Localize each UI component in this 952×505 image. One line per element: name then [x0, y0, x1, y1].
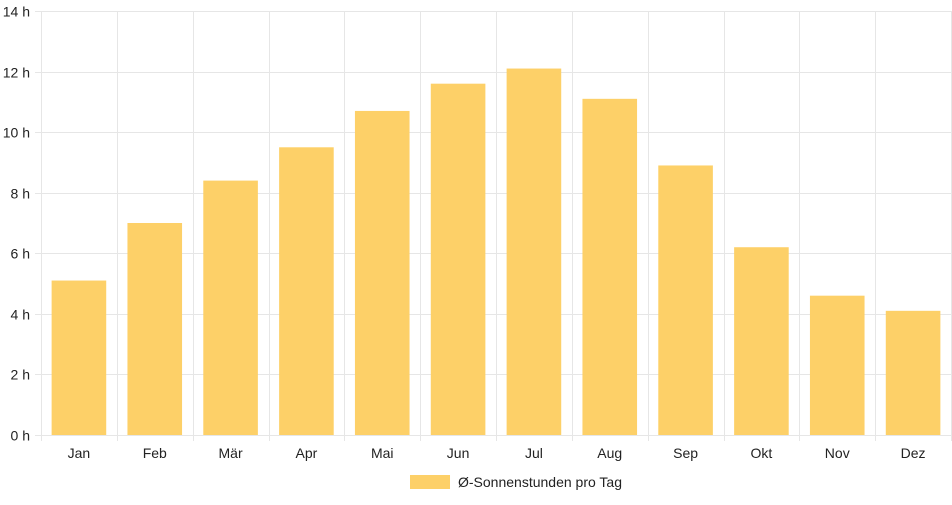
x-tick-label: Dez [901, 445, 926, 461]
x-tick-label: Mär [219, 445, 243, 461]
bar-mai[interactable] [354, 110, 410, 435]
legend-swatch [410, 475, 451, 489]
y-tick-label: 8 h [11, 186, 30, 202]
bar-apr[interactable] [279, 147, 334, 436]
y-tick-label: 14 h [3, 4, 30, 20]
x-tick-label: Mai [371, 445, 394, 461]
x-tick-label: Sep [673, 445, 698, 461]
bar-jan[interactable] [51, 280, 107, 435]
bar-jul[interactable] [506, 68, 562, 436]
x-tick-label: Jun [447, 445, 470, 461]
bar-dez[interactable] [885, 310, 941, 435]
x-tick-label: Nov [825, 445, 850, 461]
y-tick-label: 10 h [3, 125, 30, 141]
bar-feb[interactable] [127, 223, 183, 435]
legend[interactable]: Ø-Sonnenstunden pro Tag [410, 474, 622, 490]
x-tick-label: Aug [597, 445, 622, 461]
y-tick-label: 6 h [11, 246, 30, 262]
bar-okt[interactable] [734, 247, 789, 435]
y-tick-label: 2 h [11, 367, 30, 383]
bar-sep[interactable] [658, 165, 713, 435]
y-tick-label: 4 h [11, 307, 30, 323]
y-tick-label: 12 h [3, 65, 30, 81]
x-tick-label: Jul [525, 445, 543, 461]
axes: 0 h 2 h 4 h 6 h 8 h 10 h 12 h 14 h Jan Feb Mär Apr M… [3, 4, 926, 462]
x-tick-label: Feb [143, 445, 167, 461]
y-tick-label: 0 h [11, 428, 30, 444]
bar-series [51, 68, 941, 436]
x-tick-label: Apr [296, 445, 318, 461]
x-tick-label: Okt [751, 445, 773, 461]
legend-label: Ø-Sonnenstunden pro Tag [458, 474, 622, 490]
bar-aug[interactable] [582, 98, 638, 435]
bar-nov[interactable] [809, 295, 865, 435]
grid-lines [35, 11, 952, 441]
x-tick-label: Jan [68, 445, 91, 461]
bar-jun[interactable] [430, 83, 486, 435]
bar-mär[interactable] [203, 180, 258, 435]
